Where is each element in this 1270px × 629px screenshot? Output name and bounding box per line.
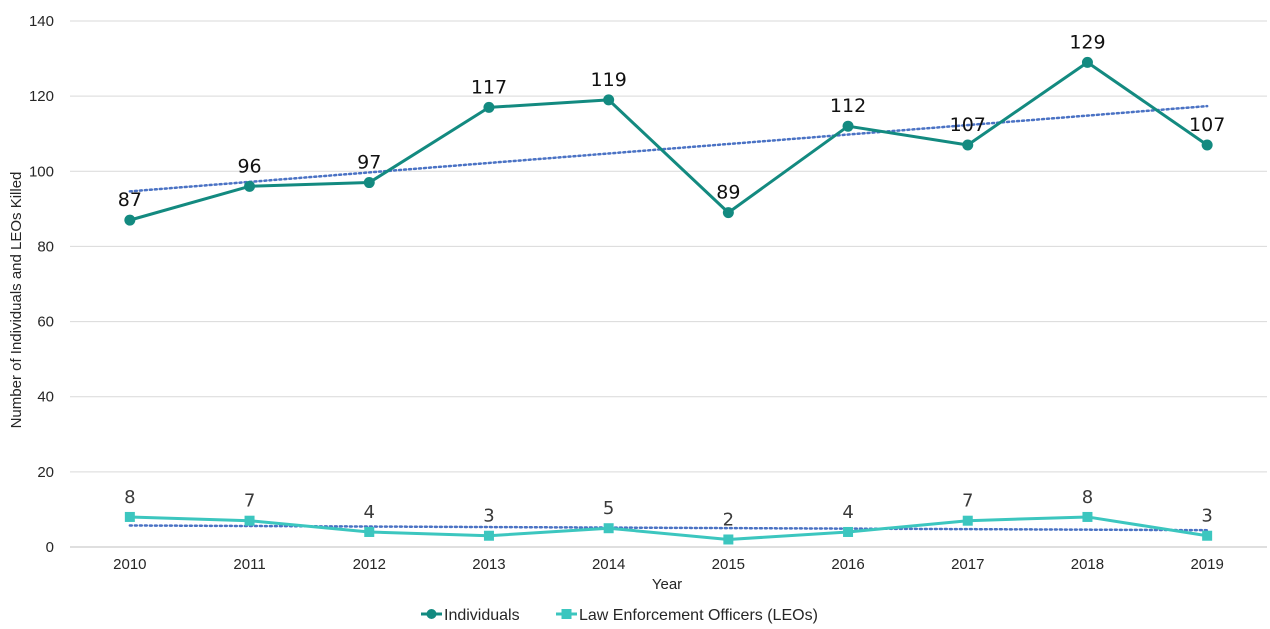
data-point [1201, 139, 1213, 151]
data-label: 87 [118, 189, 142, 211]
data-point [364, 526, 375, 537]
x-axis-ticks: 2010 2011 2012 2013 2014 2015 2016 2017 2018 2019 [113, 556, 1224, 573]
data-label: 96 [237, 155, 261, 177]
x-tick-label: 2016 [831, 556, 864, 573]
y-tick-label: 80 [37, 238, 54, 255]
x-tick-label: 2011 [233, 556, 265, 573]
data-point [722, 207, 734, 219]
data-label: 107 [950, 114, 986, 136]
data-label: 117 [471, 76, 507, 98]
data-label: 112 [830, 95, 866, 117]
y-tick-label: 60 [37, 314, 54, 331]
x-tick-label: 2013 [472, 556, 505, 573]
legend-item-leos: Law Enforcement Officers (LEOs) [556, 607, 818, 624]
y-axis-ticks: 0 20 40 60 80 100 120 140 [29, 13, 54, 556]
trendline [128, 524, 1209, 532]
series-markers [124, 56, 1213, 545]
y-tick-label: 40 [37, 389, 54, 406]
data-label: 89 [716, 182, 740, 204]
series-line [129, 515, 1208, 541]
legend-item-individuals: Individuals [421, 607, 520, 624]
data-point [244, 180, 256, 192]
data-label: 107 [1189, 114, 1225, 136]
legend-marker-leos [561, 609, 572, 619]
x-tick-label: 2015 [712, 556, 745, 573]
x-tick-label: 2018 [1071, 556, 1104, 573]
y-axis-title: Number of Individuals and LEOs Killed [8, 172, 25, 429]
data-label: 7 [244, 491, 255, 512]
data-label: 8 [124, 487, 135, 508]
x-tick-label: 2012 [353, 556, 386, 573]
data-point [723, 534, 734, 545]
legend: Individuals Law Enforcement Officers (LE… [421, 607, 818, 624]
data-point [1081, 56, 1093, 68]
data-point [244, 515, 255, 526]
data-label: 5 [603, 498, 614, 519]
y-tick-label: 120 [29, 88, 54, 105]
data-point [962, 515, 973, 526]
legend-marker-individuals [426, 609, 437, 619]
data-point [1202, 530, 1213, 541]
data-label: 3 [1201, 506, 1212, 527]
y-tick-label: 140 [29, 13, 54, 30]
data-point [483, 101, 495, 113]
data-label: 8 [1082, 487, 1093, 508]
trendlines [128, 104, 1209, 532]
legend-label-leos: Law Enforcement Officers (LEOs) [579, 607, 818, 624]
series-line [129, 60, 1209, 222]
y-tick-label: 0 [46, 539, 54, 556]
data-point [603, 94, 615, 106]
data-point [1082, 511, 1093, 522]
data-point [363, 177, 375, 189]
data-label: 119 [591, 69, 627, 91]
data-point [124, 511, 135, 522]
data-point [124, 214, 136, 226]
data-label: 4 [842, 502, 853, 523]
data-point [483, 530, 494, 541]
data-point [962, 139, 974, 151]
data-label: 7 [962, 491, 973, 512]
legend-label-individuals: Individuals [444, 607, 520, 624]
data-label: 2 [723, 509, 734, 530]
gridlines [70, 20, 1267, 473]
data-point [842, 120, 854, 132]
y-tick-label: 100 [29, 163, 54, 180]
x-tick-label: 2017 [951, 556, 984, 573]
data-label: 3 [483, 506, 494, 527]
trendline [128, 104, 1209, 193]
x-tick-label: 2014 [592, 556, 625, 573]
data-label: 4 [364, 502, 375, 523]
y-tick-label: 20 [37, 464, 54, 481]
x-axis-title: Year [652, 576, 682, 593]
x-tick-label: 2019 [1190, 556, 1223, 573]
data-point [603, 523, 614, 534]
x-tick-label: 2010 [113, 556, 146, 573]
series-lines [129, 60, 1209, 541]
data-point [843, 526, 854, 537]
data-label: 97 [357, 152, 381, 174]
data-label: 129 [1069, 31, 1105, 53]
